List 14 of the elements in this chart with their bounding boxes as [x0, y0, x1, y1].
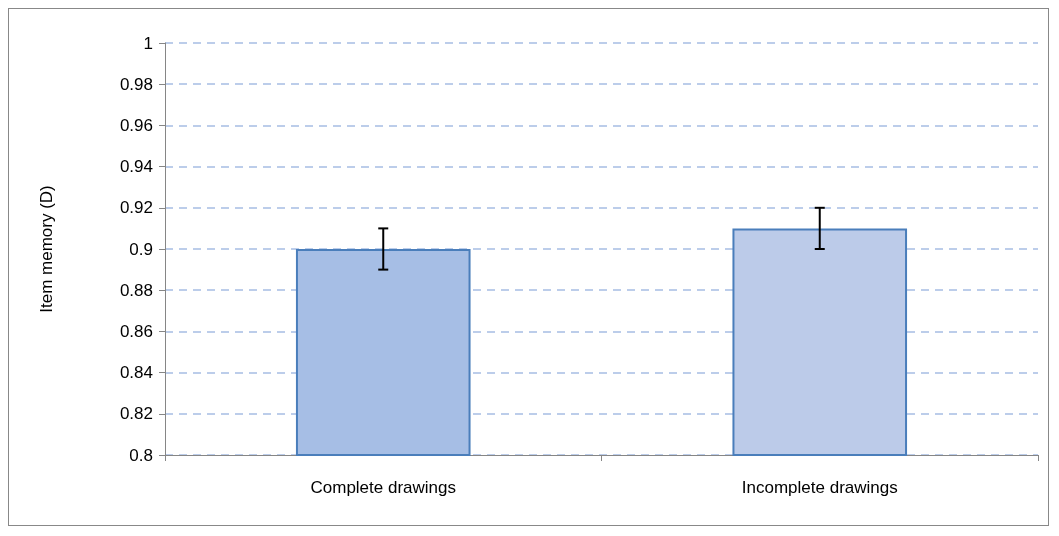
y-axis-title: Item memory (D) [37, 185, 56, 313]
y-tick-label: 0.94 [119, 157, 153, 177]
y-tick-label: 0.98 [119, 74, 153, 94]
y-tick-label: 0.88 [119, 280, 153, 300]
x-tick-label: Incomplete drawings [741, 478, 898, 497]
y-tick-label: 0.82 [119, 404, 153, 424]
y-tick-label: 0.96 [119, 115, 153, 135]
y-tick-label: 1 [143, 33, 153, 53]
y-tick-label: 0.9 [129, 239, 153, 259]
y-tick-label: 0.92 [119, 198, 153, 218]
y-tick-label: 0.8 [129, 445, 153, 465]
y-tick-label: 0.86 [119, 321, 153, 341]
x-tick-label: Complete drawings [310, 478, 457, 497]
y-tick-label: 0.84 [119, 363, 153, 383]
